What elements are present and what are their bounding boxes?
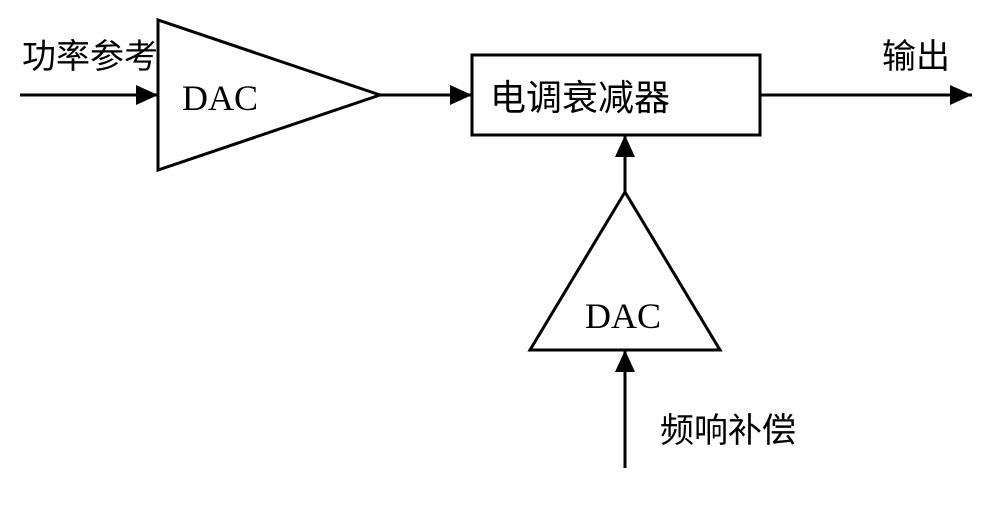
- label-input-left: 功率参考: [22, 38, 158, 76]
- label-dac1: DAC: [182, 78, 258, 118]
- label-output-right: 输出: [882, 38, 950, 76]
- arrow-into-dac1: [136, 85, 158, 105]
- arrow-into-attenuator-bottom: [615, 135, 635, 157]
- label-freq-comp: 频响补偿: [660, 412, 796, 450]
- arrow-output: [950, 85, 972, 105]
- arrow-into-dac2: [615, 350, 635, 372]
- label-dac2: DAC: [585, 296, 661, 336]
- label-attenuator: 电调衰减器: [490, 78, 670, 118]
- arrow-into-attenuator-left: [450, 85, 472, 105]
